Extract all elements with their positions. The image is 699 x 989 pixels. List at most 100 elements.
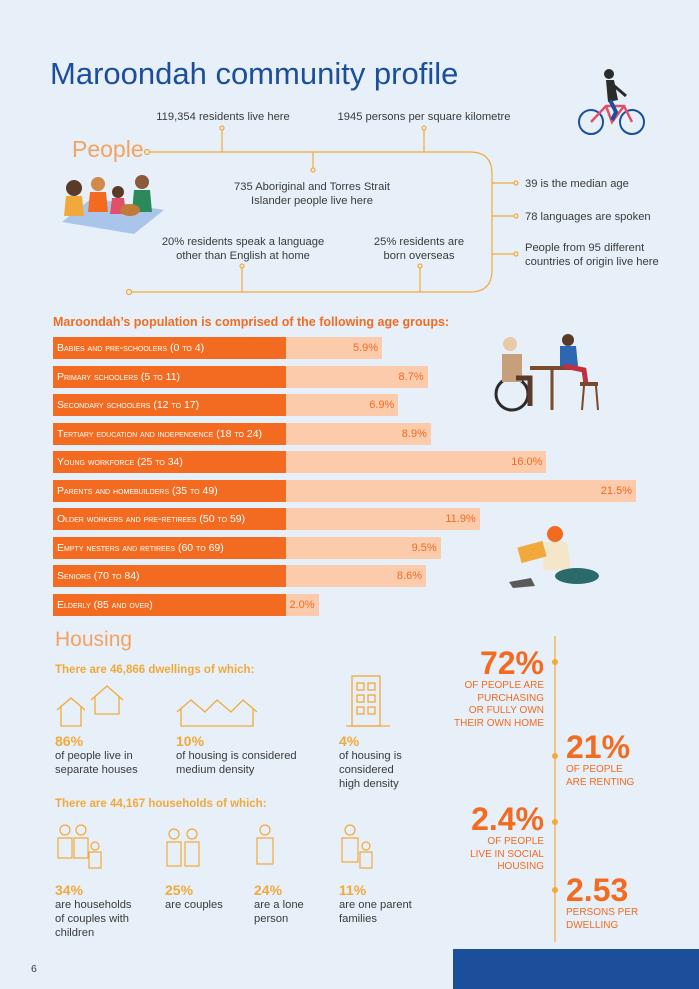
- persons-per-dwelling-number: 2.53: [566, 872, 629, 908]
- age-group-row: Parents and homebuilders (35 to 49) 21.5%: [53, 479, 693, 502]
- age-group-value: 9.5%: [411, 541, 437, 554]
- household-desc-line: are households: [55, 899, 132, 911]
- dwelling-desc-line: considered: [339, 764, 394, 776]
- language-stat-line1: 20% residents speak a language: [161, 236, 325, 248]
- age-group-bar: [286, 565, 426, 587]
- ownership-caption: OF PEOPLE ARE: [464, 680, 544, 691]
- age-group-row: Empty nesters and retirees (60 to 69) 9.5…: [53, 536, 693, 559]
- age-group-value: 5.9%: [352, 342, 379, 354]
- renting-number: 21%: [566, 729, 631, 765]
- ownership-caption: THEIR OWN HOME: [454, 717, 544, 729]
- page-number: 6: [31, 963, 37, 975]
- house-icon: [56, 685, 124, 727]
- language-stat-line2: other than English at home: [176, 250, 310, 262]
- footer-block: [453, 949, 699, 989]
- dwelling-pct: 86%: [55, 733, 84, 749]
- age-group-bar: [286, 451, 547, 473]
- ownership-caption: PURCHASING: [477, 692, 544, 704]
- age-group-bar: [286, 479, 636, 502]
- age-group-label: Babies and pre-schoolers (0 to 4): [53, 337, 286, 359]
- household-stat-couples: 25% are couples: [165, 882, 223, 912]
- age-group-row: Elderly (85 and over) 2.0%: [53, 593, 693, 616]
- household-desc-line: person: [254, 913, 289, 925]
- persons-per-dwelling-caption: PERSONS PER: [566, 907, 639, 918]
- household-pct: 11%: [339, 882, 367, 898]
- aboriginal-stat-line2: Islander people live here: [251, 195, 373, 207]
- persons-per-dwelling-caption: DWELLING: [566, 919, 619, 931]
- aboriginal-stat-line1: 735 Aboriginal and Torres Strait: [234, 181, 390, 193]
- overseas-stat-line2: born overseas: [383, 250, 455, 262]
- residents-stat: 119,354 residents live here: [156, 111, 290, 123]
- age-group-value: 11.9%: [445, 513, 476, 525]
- age-group-row: Primary schoolers (5 to 11) 8.7%: [53, 365, 693, 388]
- age-group-bar: [286, 593, 319, 616]
- renting-caption: OF PEOPLE: [566, 764, 623, 775]
- family-with-children-icon: [57, 824, 102, 869]
- dwellings-heading: There are 46,866 dwellings of which:: [55, 664, 255, 676]
- reading-person-illustration: [509, 526, 599, 588]
- housing-heading: Housing: [55, 628, 133, 651]
- household-desc-line: are a lone: [254, 899, 304, 911]
- page-title: Maroondah community profile: [50, 56, 459, 91]
- household-pct: 24%: [254, 882, 283, 898]
- countries-stat-line1: People from 95 different: [525, 242, 645, 254]
- age-group-label: Parents and homebuilders (35 to 49): [53, 479, 286, 502]
- overseas-stat: 25% residents are born overseas: [360, 235, 478, 263]
- household-stat-couples-children: 34% are households of couples with child…: [55, 882, 132, 940]
- age-group-label: Elderly (85 and over): [53, 593, 286, 616]
- people-heading: People: [72, 136, 144, 162]
- dwelling-desc-line: high density: [339, 778, 399, 790]
- social-housing-caption: HOUSING: [497, 861, 544, 872]
- countries-stat-line2: countries of origin live here: [525, 256, 659, 268]
- age-group-value: 8.9%: [401, 427, 427, 440]
- age-group-label: Tertiary education and independence (18 …: [53, 422, 286, 445]
- dwelling-pct: 10%: [176, 733, 205, 749]
- age-groups-heading: Maroondah’s population is comprised of t…: [53, 315, 450, 329]
- age-group-label: Older workers and pre-retirees (50 to 59…: [53, 508, 286, 530]
- age-group-label: Secondary schoolers (12 to 17): [53, 394, 286, 416]
- household-desc-line: are one parent: [339, 899, 412, 911]
- age-group-bar: [286, 337, 383, 359]
- ownership-number: 72%: [479, 645, 544, 681]
- age-group-bar: [286, 394, 399, 416]
- household-pct: 25%: [165, 882, 194, 898]
- dwelling-desc-line: separate houses: [55, 764, 138, 776]
- age-group-value: 16.0%: [511, 456, 543, 468]
- people-connector-lines: [125, 125, 519, 296]
- dwelling-stat-medium: 10% of housing is considered medium dens…: [176, 733, 297, 777]
- age-group-row: Babies and pre-schoolers (0 to 4) 5.9%: [53, 337, 693, 359]
- languages-stat: 78 languages are spoken: [525, 211, 651, 223]
- age-group-bar: [286, 536, 441, 559]
- age-group-row: Seniors (70 to 84) 8.6%: [53, 565, 693, 587]
- age-group-bar: [286, 508, 480, 530]
- dwelling-desc-line: of housing is: [339, 750, 402, 762]
- dwelling-pct: 4%: [339, 733, 360, 749]
- households-heading: There are 44,167 households of which:: [55, 798, 267, 810]
- chess-players-illustration: [494, 334, 599, 412]
- age-group-row: Young workforce (25 to 34) 16.0%: [53, 451, 693, 473]
- age-group-label: Empty nesters and retirees (60 to 69): [53, 536, 286, 559]
- overseas-stat-line1: 25% residents are: [373, 236, 465, 248]
- age-group-value: 2.0%: [289, 598, 315, 611]
- age-group-value: 6.9%: [369, 399, 395, 411]
- dwelling-stat-separate: 86% of people live in separate houses: [55, 733, 138, 777]
- age-group-value: 21.5%: [600, 484, 632, 497]
- housing-stats-timeline: [552, 636, 558, 942]
- age-group-label: Young workforce (25 to 34): [53, 451, 286, 473]
- dwelling-desc-line: of people live in: [55, 750, 133, 762]
- ownership-caption: OR FULLY OWN: [468, 705, 544, 716]
- couple-icon: [166, 828, 200, 867]
- household-desc-line: are couples: [165, 899, 223, 911]
- age-group-row: Older workers and pre-retirees (50 to 59…: [53, 508, 693, 530]
- median-age-stat: 39 is the median age: [525, 178, 629, 190]
- language-stat: 20% residents speak a language other tha…: [148, 235, 338, 263]
- cyclist-illustration: [578, 69, 645, 135]
- age-group-label: Primary schoolers (5 to 11): [53, 365, 286, 388]
- social-housing-caption: OF PEOPLE: [487, 836, 544, 847]
- one-parent-family-icon: [341, 824, 373, 869]
- townhouse-icon: [176, 699, 258, 727]
- age-group-value: 8.7%: [398, 370, 424, 383]
- household-desc-line: families: [339, 913, 377, 925]
- age-group-bar: [286, 422, 431, 445]
- renting-stat: 21% OF PEOPLE ARE RENTING: [566, 730, 634, 789]
